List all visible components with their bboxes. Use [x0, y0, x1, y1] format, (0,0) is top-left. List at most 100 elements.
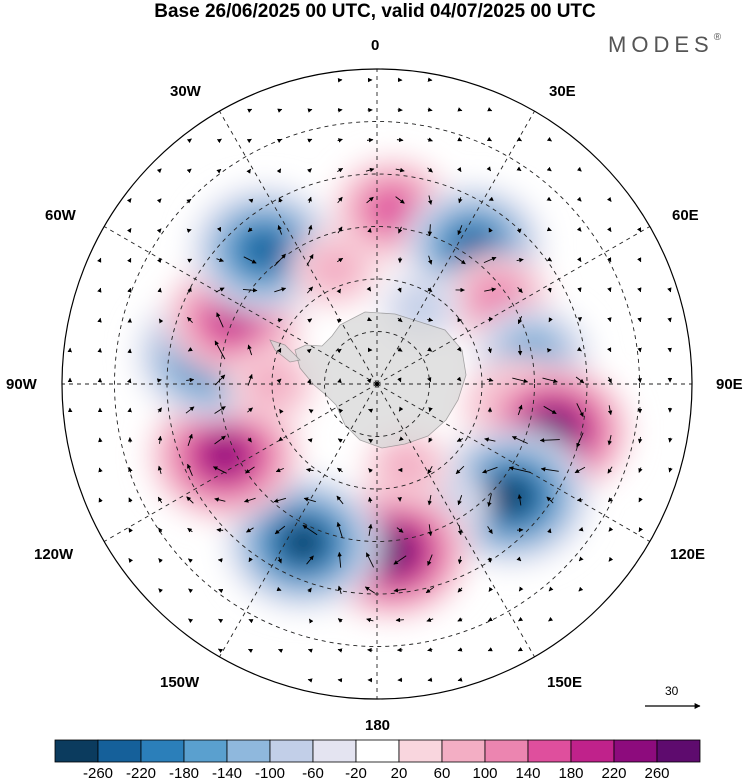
wind-vector-51	[458, 197, 463, 204]
wind-vector-58	[186, 228, 192, 233]
colorbar-label-3: -140	[211, 765, 243, 782]
wind-vectors	[67, 77, 673, 683]
wind-vector-16	[276, 138, 282, 144]
wind-vector-80	[274, 253, 286, 267]
wind-vector-292	[393, 588, 407, 593]
brand-registered-mark: ®	[713, 31, 722, 43]
wind-vector-54	[576, 196, 582, 202]
wind-vector-141	[397, 347, 403, 352]
wind-vector-205	[484, 437, 496, 442]
wind-vector-269	[128, 557, 134, 563]
wind-vector-18	[337, 138, 343, 143]
wind-vector-139	[336, 348, 342, 354]
wind-vector-307	[457, 617, 463, 622]
wind-vector-150	[667, 347, 672, 353]
wind-vector-69	[516, 228, 522, 234]
wind-vector-206	[511, 436, 528, 444]
wind-vector-179	[279, 408, 284, 414]
wind-vector-199	[307, 438, 313, 443]
wind-vector-10	[427, 107, 433, 112]
wind-vector-153	[127, 378, 132, 384]
latitude-circle-0	[324, 331, 430, 437]
wind-vector-158	[276, 378, 282, 384]
wind-vector-11	[457, 107, 463, 112]
wind-vector-216	[212, 466, 227, 474]
wind-vector-265	[547, 528, 552, 534]
wind-vector-186	[517, 404, 523, 416]
wind-vector-59	[216, 226, 222, 232]
anomaly-contour-14-1	[308, 245, 362, 293]
wind-vector-196	[214, 435, 226, 445]
colorbar-swatch-3	[183, 739, 228, 763]
wind-vector-52	[488, 196, 494, 201]
wind-vector-48	[366, 196, 374, 204]
wind-vector-287	[218, 589, 224, 594]
wind-vector-227	[540, 467, 559, 472]
wind-vector-53	[546, 196, 552, 202]
wind-vector-87	[516, 257, 524, 263]
colorbar-label-2: -180	[168, 765, 200, 782]
wind-vector-46	[307, 196, 312, 204]
wind-vector-136	[247, 344, 253, 356]
wind-vector-253	[187, 527, 193, 533]
wind-vector-142	[427, 347, 433, 352]
wind-vector-129	[637, 317, 642, 323]
brand-name: MODES	[608, 32, 714, 57]
wind-vector-165	[486, 377, 494, 382]
longitude-label-60e: 60E	[672, 207, 699, 224]
wind-vector-210	[637, 436, 643, 444]
wind-vector-215	[187, 463, 193, 476]
wind-vector-50	[427, 195, 433, 205]
wind-vector-163	[427, 377, 432, 383]
wind-vector-181	[338, 408, 344, 414]
wind-vector-106	[517, 287, 523, 293]
wind-vector-170	[637, 377, 642, 383]
colorbar-swatch-11	[527, 739, 572, 763]
colorbar-label-5: -60	[302, 765, 324, 782]
wind-vector-60	[247, 227, 253, 232]
wind-vector-281	[487, 557, 492, 563]
latitude-circle-4	[114, 121, 640, 647]
wind-vector-323	[337, 678, 343, 683]
longitude-label-90e: 90E	[716, 376, 743, 393]
wind-vector-247	[546, 496, 554, 504]
wind-vector-320	[487, 647, 493, 652]
wind-vector-169	[607, 376, 612, 384]
wind-vector-178	[247, 407, 253, 413]
wind-vector-118	[307, 318, 313, 323]
wind-vector-71	[576, 226, 582, 232]
wind-vector-321	[517, 647, 523, 652]
wind-vector-5	[277, 108, 283, 113]
colorbar	[54, 739, 701, 763]
wind-vector-144	[487, 347, 492, 354]
wind-vector-44	[248, 198, 254, 203]
wind-vector-55	[606, 196, 612, 202]
wind-vector-114	[158, 318, 164, 324]
wind-vector-314	[307, 648, 313, 653]
colorbar-swatch-5	[269, 739, 314, 763]
wind-vector-259	[368, 523, 373, 536]
wind-vector-164	[456, 376, 462, 382]
wind-vector-116	[216, 312, 224, 328]
wind-vector-243	[427, 494, 433, 506]
wind-vector-67	[457, 225, 463, 236]
wind-vector-160	[337, 378, 342, 384]
wind-vector-305	[395, 617, 404, 623]
colorbar-swatch-12	[570, 739, 615, 763]
wind-vector-19	[366, 137, 374, 143]
wind-vector-77	[187, 258, 193, 263]
colorbar-swatch-1	[97, 739, 142, 763]
wind-vector-30	[276, 168, 282, 174]
wind-vector-326	[427, 677, 433, 682]
wind-vector-256	[274, 525, 286, 535]
wind-vector-295	[488, 586, 494, 592]
wind-vector-135	[214, 340, 226, 360]
wind-vector-283	[578, 556, 584, 562]
wind-vector-207	[539, 438, 560, 443]
wind-vector-62	[308, 224, 313, 235]
colorbar-swatch-9	[441, 739, 486, 763]
wind-vector-28	[216, 168, 222, 174]
wind-vector-294	[457, 587, 463, 593]
wind-vector-110	[637, 287, 642, 293]
